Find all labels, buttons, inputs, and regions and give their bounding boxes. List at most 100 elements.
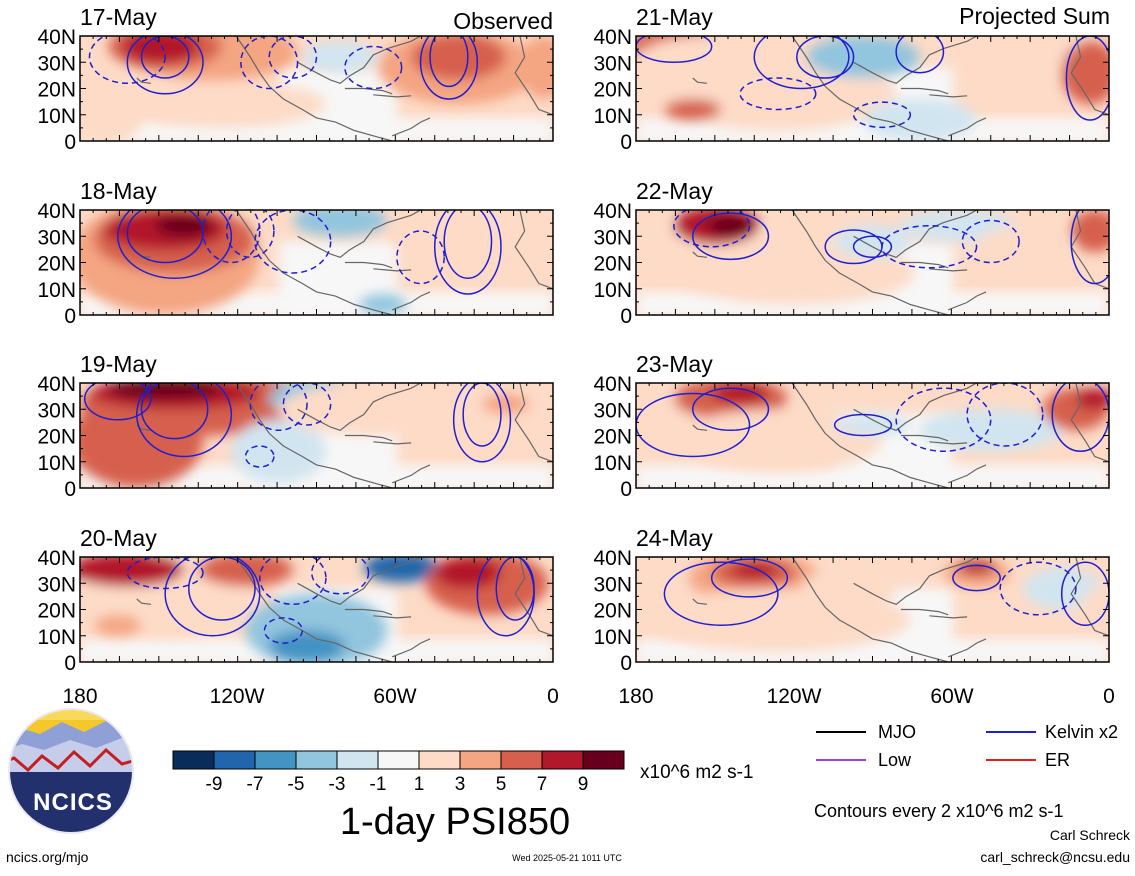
author-email: carl_schreck@ncsu.edu — [980, 849, 1130, 865]
colorbar-tick-label: -7 — [247, 774, 264, 795]
colorbar-swatch — [418, 750, 461, 770]
main-title: 1-day PSI850 — [340, 801, 570, 843]
lon-label-120w-right: 120W — [767, 685, 822, 708]
colorbar-tick-label: -3 — [329, 774, 346, 795]
lat-label: 40N — [37, 373, 76, 396]
tick-marks — [635, 35, 1110, 142]
colorbar-tick-label: 5 — [496, 774, 507, 795]
lat-label: 40N — [37, 26, 76, 49]
coastlines — [136, 36, 553, 141]
kelvin-contours — [663, 558, 1109, 626]
lat-label: 0 — [64, 652, 76, 675]
lat-label: 20N — [37, 600, 76, 623]
website-link[interactable]: ncics.org/mjo — [6, 849, 89, 865]
ncics-logo: NCICS — [8, 708, 134, 834]
legend-label-low: Low — [878, 750, 912, 770]
kelvin-contours — [636, 36, 1109, 129]
kelvin-contours — [673, 210, 1109, 285]
legend-label-er: ER — [1045, 750, 1070, 770]
lat-label: 30N — [37, 399, 76, 422]
colorbar-swatch — [582, 750, 625, 770]
tick-marks — [79, 209, 554, 316]
projected-sum-label: Projected Sum — [959, 3, 1110, 29]
colorbar-tick-label: 7 — [537, 774, 548, 795]
panel-date: 19-May — [80, 351, 157, 377]
lat-label: 20N — [593, 600, 632, 623]
lat-label: 30N — [37, 573, 76, 596]
lat-label: 40N — [593, 547, 632, 570]
lon-label-60w: 60W — [373, 685, 416, 708]
lon-label-0-right: 0 — [1103, 685, 1115, 708]
lat-label: 20N — [593, 253, 632, 276]
tick-marks — [635, 382, 1110, 489]
shaded-field — [636, 557, 1109, 662]
coastlines — [136, 383, 553, 488]
lat-label: 30N — [37, 226, 76, 249]
lat-label: 0 — [620, 131, 632, 154]
coastlines — [136, 210, 553, 315]
lat-label: 20N — [593, 79, 632, 102]
lat-label: 40N — [37, 547, 76, 570]
kelvin-contours — [126, 557, 535, 644]
lat-label: 30N — [593, 399, 632, 422]
panel-date: 24-May — [636, 525, 713, 551]
lat-label: 0 — [64, 478, 76, 501]
colorbar-tick-label: 9 — [578, 774, 589, 795]
shaded-field — [80, 210, 553, 315]
map-panels: 17-May40N30N20N10N018-May40N30N20N10N019… — [37, 4, 1110, 675]
lat-label: 10N — [593, 452, 632, 475]
colorbar-units: x10^6 m2 s-1 — [640, 762, 753, 783]
legend-label-mjo: MJO — [878, 722, 916, 742]
panel-date: 23-May — [636, 351, 713, 377]
colorbar-swatch — [377, 750, 420, 770]
observed-label: Observed — [453, 8, 553, 34]
lon-label-0: 0 — [547, 685, 559, 708]
contour-interval-note: Contours every 2 x10^6 m2 s-1 — [814, 801, 1064, 821]
colorbar-swatch — [500, 750, 543, 770]
shaded-field — [80, 383, 553, 488]
lon-label-180-right: 180 — [618, 685, 653, 708]
shaded-field — [80, 36, 553, 141]
kelvin-contours — [83, 383, 512, 468]
lat-label: 40N — [37, 200, 76, 223]
colorbar-swatch — [541, 750, 584, 770]
kelvin-contours — [636, 383, 1109, 458]
lat-label: 20N — [37, 79, 76, 102]
colorbar-tick-label: -9 — [206, 774, 223, 795]
longitude-axis-right: 180 120W 60W 0 — [618, 685, 1114, 708]
colorbar-swatch — [213, 750, 256, 770]
lat-label: 10N — [593, 279, 632, 302]
shaded-field — [636, 36, 1109, 141]
lat-label: 30N — [593, 226, 632, 249]
colorbar-tick-label: 3 — [455, 774, 466, 795]
lon-label-120w: 120W — [210, 685, 265, 708]
lat-label: 10N — [593, 105, 632, 128]
panel-date: 22-May — [636, 178, 713, 204]
lat-label: 0 — [620, 478, 632, 501]
colorbar-tick-label: 1 — [414, 774, 425, 795]
author-name: Carl Schreck — [1050, 827, 1131, 843]
lon-label-60w-right: 60W — [930, 685, 973, 708]
colorbar-swatch — [254, 750, 297, 770]
tick-marks — [635, 209, 1110, 316]
panel-date: 18-May — [80, 178, 157, 204]
tick-marks — [635, 556, 1110, 663]
lat-label: 10N — [37, 626, 76, 649]
shaded-field — [636, 210, 1109, 315]
lat-label: 20N — [37, 253, 76, 276]
colorbar-swatch — [295, 750, 338, 770]
lat-label: 0 — [620, 652, 632, 675]
lat-label: 10N — [37, 452, 76, 475]
panel-date: 17-May — [80, 4, 157, 30]
lat-label: 0 — [64, 305, 76, 328]
lat-label: 20N — [593, 426, 632, 449]
lat-label: 20N — [37, 426, 76, 449]
kelvin-contours — [88, 36, 479, 100]
